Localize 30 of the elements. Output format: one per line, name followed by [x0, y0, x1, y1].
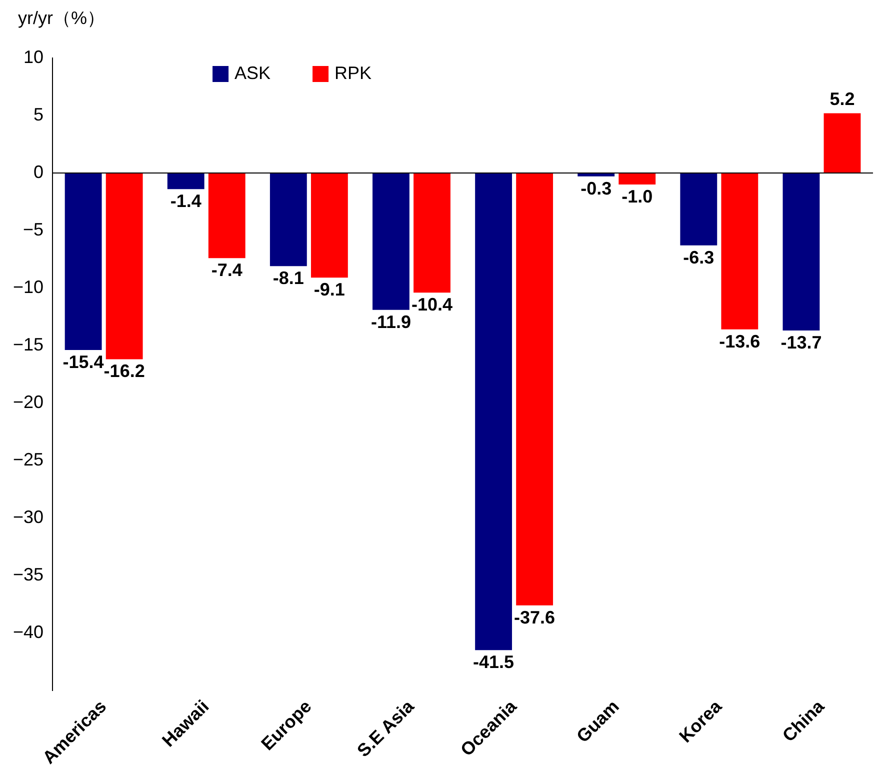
data-label: -1.0 — [622, 186, 653, 206]
data-label: -37.6 — [514, 607, 556, 628]
data-label: -41.5 — [473, 652, 514, 672]
legend-label: ASK — [234, 62, 271, 83]
data-label: -15.4 — [62, 352, 104, 372]
y-tick-label: 10 — [24, 46, 44, 67]
data-label: -9.1 — [314, 280, 345, 300]
data-label: -10.4 — [411, 294, 453, 315]
data-label: -1.4 — [170, 191, 202, 212]
data-label: -11.9 — [370, 312, 411, 332]
data-label: -7.4 — [211, 260, 242, 280]
data-label: -6.3 — [683, 247, 714, 268]
data-label: -0.3 — [580, 178, 612, 198]
y-tick-label: −5 — [23, 219, 44, 240]
data-label: -13.6 — [719, 331, 760, 352]
y-tick-label: −20 — [12, 392, 44, 412]
data-label: -16.2 — [104, 361, 145, 382]
y-axis-title: yr/yr（%） — [18, 8, 105, 28]
data-label: -8.1 — [272, 268, 304, 288]
y-tick-label: −25 — [12, 449, 44, 470]
y-tick-label: −15 — [12, 334, 44, 354]
y-tick-label: −35 — [12, 564, 44, 584]
y-tick-label: 0 — [34, 162, 44, 182]
legend-label: RPK — [334, 62, 372, 83]
y-tick-label: −40 — [12, 622, 44, 642]
data-label: 5.2 — [830, 89, 855, 110]
y-tick-label: −30 — [12, 506, 44, 527]
y-tick-label: −10 — [12, 276, 44, 297]
y-tick-label: 5 — [34, 104, 44, 124]
data-label: -13.7 — [780, 332, 822, 352]
